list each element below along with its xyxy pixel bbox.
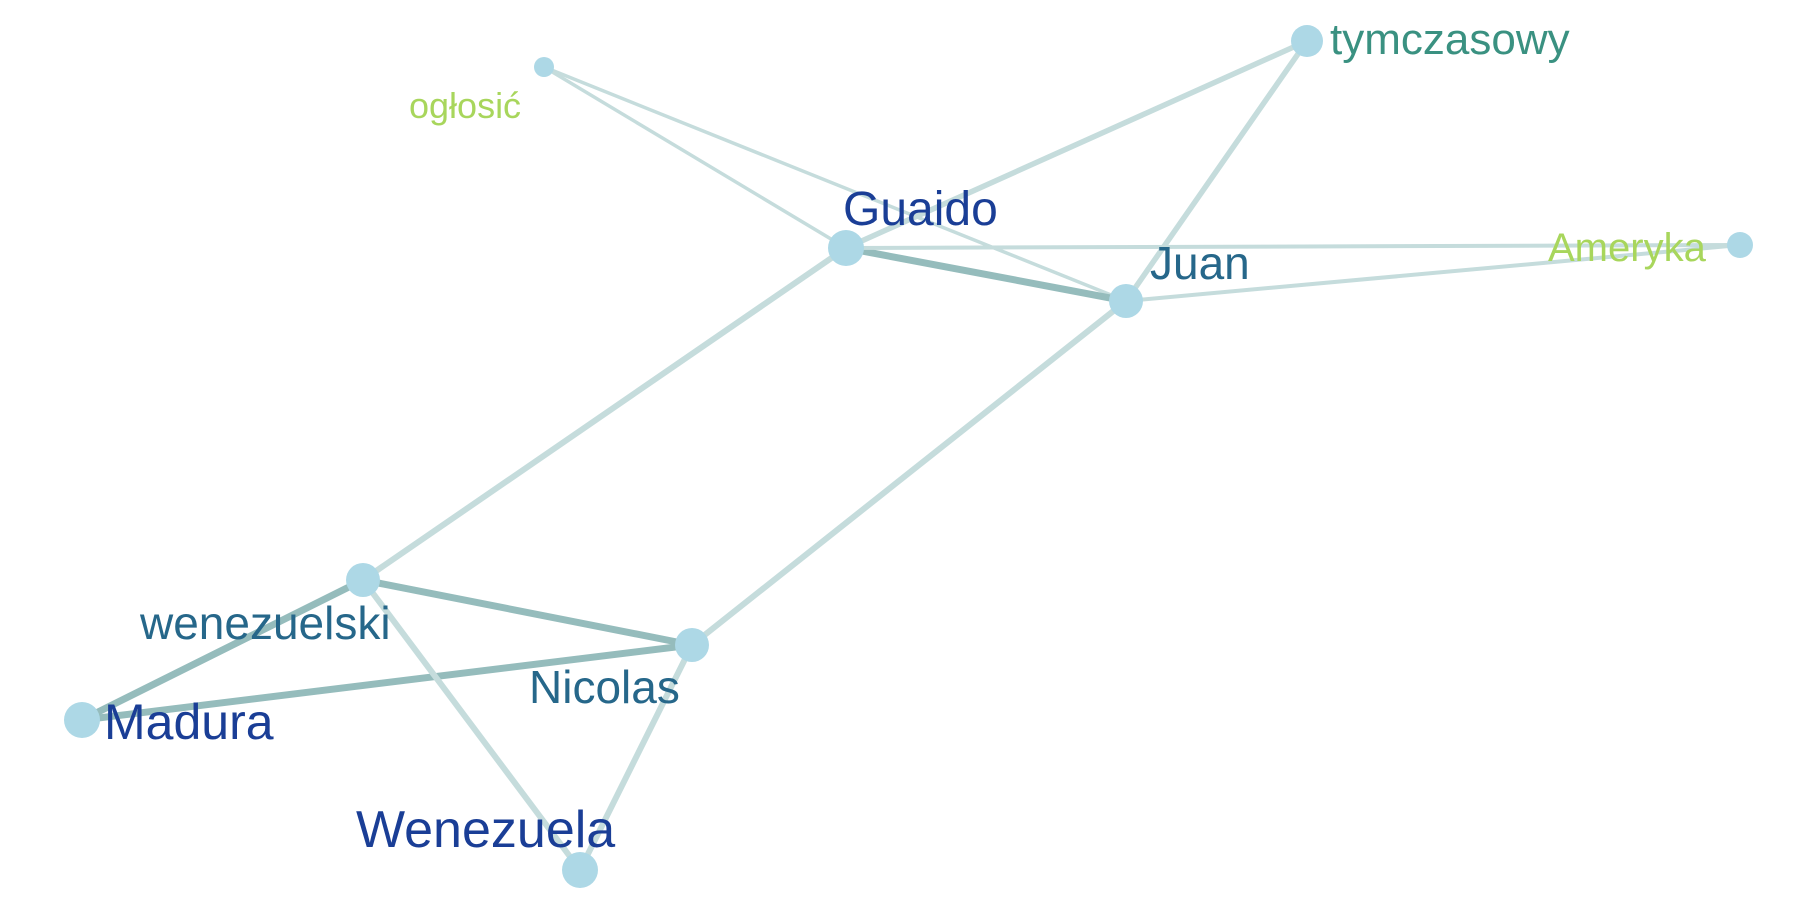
node-oglosic [534,57,554,77]
edge-oglosic-guaido [542,65,848,250]
node-wenezuela [562,852,598,888]
edge-tymczasowy-juan [1123,38,1310,304]
edge-wenezuelski-wenezuela [360,577,583,873]
edge-wenezuelski-nicolas [359,576,696,649]
node-label-wenezuelski: wenezuelski [139,597,391,649]
node-nicolas [675,628,709,662]
node-tymczasowy [1291,25,1323,57]
nodes-layer [64,25,1753,888]
node-label-tymczasowy: tymczasowy [1330,15,1570,64]
edge-juan-nicolas [689,298,1129,648]
edge-nicolas-wenezuela [577,642,695,873]
edge-guaido-wenezuelski [360,245,849,583]
edge-guaido-juan [842,244,1130,305]
node-label-juan: Juan [1150,237,1250,289]
node-ameryka [1727,232,1753,258]
edges-layer [78,38,1742,873]
node-label-nicolas: Nicolas [529,661,680,713]
node-guaido [828,230,864,266]
node-label-oglosic: ogłosić [409,85,521,126]
node-madura [64,702,100,738]
edge-oglosic-juan [542,65,1128,303]
node-label-guaido: Guaido [843,183,998,236]
edge-madura-nicolas [78,641,696,724]
node-label-madura: Madura [104,694,274,750]
node-label-wenezuela: Wenezuela [356,801,615,859]
node-label-ameryka: Ameryka [1548,226,1707,270]
edge-wenezuelski-madura [78,576,367,724]
node-wenezuelski [346,563,380,597]
node-juan [1109,284,1143,318]
edge-guaido-tymczasowy [843,38,1310,251]
edge-guaido-ameryka [844,243,1742,250]
edge-juan-ameryka [1124,243,1742,303]
labels-layer: ogłosić tymczasowy Guaido Juan Ameryka wenezu… [104,15,1707,859]
